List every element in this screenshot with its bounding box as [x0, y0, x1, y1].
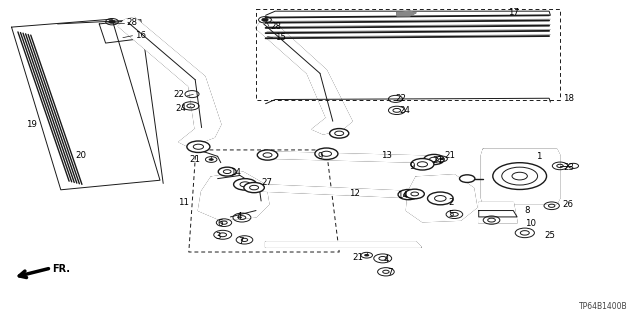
Text: 28: 28	[271, 22, 282, 31]
Text: 7: 7	[387, 268, 393, 277]
Text: 22: 22	[396, 94, 406, 103]
Circle shape	[411, 159, 434, 170]
Text: 16: 16	[135, 31, 146, 40]
Polygon shape	[198, 172, 269, 220]
Circle shape	[428, 192, 453, 205]
Circle shape	[315, 148, 338, 160]
Text: 9: 9	[318, 152, 323, 161]
Circle shape	[209, 158, 214, 161]
Text: 28: 28	[127, 19, 138, 27]
Text: FR.: FR.	[52, 264, 70, 274]
Text: TP64B1400B: TP64B1400B	[579, 302, 627, 311]
Polygon shape	[479, 203, 517, 223]
Polygon shape	[253, 184, 413, 198]
Circle shape	[244, 182, 264, 193]
Polygon shape	[406, 175, 477, 222]
Circle shape	[262, 18, 268, 21]
Text: 10: 10	[525, 219, 536, 228]
Text: 6: 6	[217, 219, 223, 228]
Circle shape	[439, 158, 444, 160]
Text: 1: 1	[536, 152, 542, 161]
Circle shape	[187, 141, 210, 152]
Text: 19: 19	[26, 120, 36, 129]
Circle shape	[398, 189, 419, 200]
Text: 2: 2	[448, 198, 454, 207]
Text: 25: 25	[544, 231, 555, 240]
Text: 14: 14	[230, 168, 241, 177]
Circle shape	[460, 175, 475, 182]
Polygon shape	[266, 242, 421, 247]
Text: 14: 14	[397, 191, 408, 200]
Text: 21: 21	[353, 253, 364, 262]
Text: 22: 22	[173, 90, 184, 99]
Circle shape	[257, 150, 278, 160]
Circle shape	[493, 163, 547, 189]
Text: 17: 17	[508, 8, 519, 17]
Text: 18: 18	[563, 94, 574, 103]
Text: 13: 13	[381, 151, 392, 160]
Circle shape	[330, 129, 349, 138]
Text: 9: 9	[410, 162, 415, 171]
Text: 24: 24	[399, 106, 410, 115]
Text: 5: 5	[448, 210, 454, 219]
Text: 21: 21	[433, 156, 444, 165]
Polygon shape	[256, 19, 352, 134]
Polygon shape	[266, 152, 439, 163]
Text: 24: 24	[175, 104, 186, 113]
Text: 26: 26	[563, 200, 573, 209]
Polygon shape	[397, 11, 416, 16]
Text: 7: 7	[239, 237, 244, 246]
Polygon shape	[118, 18, 221, 147]
Text: 20: 20	[76, 151, 86, 160]
Polygon shape	[481, 149, 560, 204]
Text: 11: 11	[179, 198, 189, 207]
Text: 4: 4	[237, 212, 243, 221]
Circle shape	[502, 167, 538, 185]
Text: 12: 12	[349, 189, 360, 198]
Circle shape	[364, 254, 369, 256]
Text: 3: 3	[215, 232, 221, 241]
Circle shape	[424, 154, 444, 165]
Text: 4: 4	[384, 255, 390, 263]
Text: 27: 27	[261, 178, 272, 187]
Text: 8: 8	[525, 206, 531, 215]
Text: 21: 21	[445, 151, 456, 160]
Text: 23: 23	[563, 163, 574, 172]
Circle shape	[234, 179, 257, 190]
Circle shape	[109, 20, 115, 23]
Circle shape	[218, 167, 236, 176]
Circle shape	[405, 189, 424, 199]
Text: 21: 21	[189, 155, 200, 164]
Text: 15: 15	[275, 33, 286, 42]
